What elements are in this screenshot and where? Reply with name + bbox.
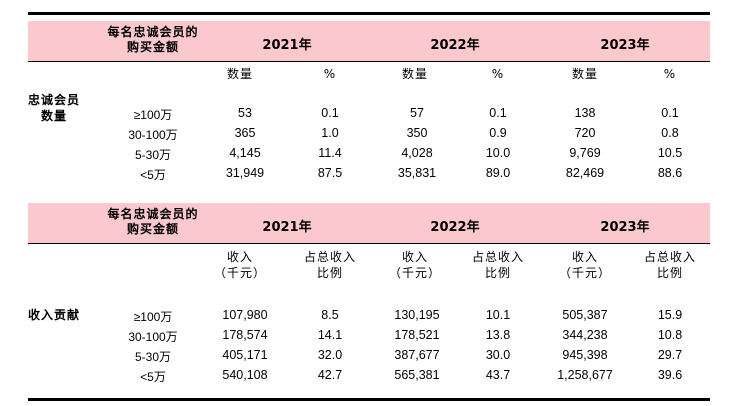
table-cell: 57 bbox=[410, 106, 424, 120]
col-subheader: 收入 （千元） bbox=[388, 250, 441, 280]
top-rule bbox=[28, 12, 710, 15]
table-cell: 540,108 bbox=[222, 368, 268, 382]
table-cell: 365 bbox=[234, 126, 256, 140]
table-cell: 4,145 bbox=[229, 146, 261, 160]
table-cell: 344,238 bbox=[562, 328, 608, 342]
table-cell: 387,677 bbox=[394, 348, 440, 362]
table-cell: 43.7 bbox=[485, 368, 511, 382]
table-cell: 89.0 bbox=[485, 166, 511, 180]
table-cell: 14.1 bbox=[317, 328, 343, 342]
table-cell: 15.9 bbox=[657, 308, 683, 322]
row-label: ≥100万 bbox=[133, 108, 173, 122]
table-cell: 1.0 bbox=[321, 126, 339, 140]
table-cell: 0.1 bbox=[321, 106, 339, 120]
table-cell: 10.0 bbox=[485, 146, 511, 160]
row-label: <5万 bbox=[140, 370, 166, 384]
table-cell: 0.8 bbox=[661, 126, 679, 140]
col-subheader: 收入 （千元） bbox=[558, 250, 611, 280]
table-cell: 10.5 bbox=[657, 146, 683, 160]
row-label: 5-30万 bbox=[134, 350, 172, 364]
col-subheader: 数量 bbox=[226, 67, 253, 81]
table-cell: 107,980 bbox=[222, 308, 268, 322]
table-cell: 178,521 bbox=[394, 328, 440, 342]
table-cell: 8.5 bbox=[321, 308, 339, 322]
row-label: 30-100万 bbox=[128, 128, 178, 142]
table-cell: 87.5 bbox=[317, 166, 343, 180]
table-cell: 9,769 bbox=[569, 146, 601, 160]
row-label: 5-30万 bbox=[134, 148, 172, 162]
col-subheader: 数量 bbox=[401, 67, 428, 81]
col-subheader: 占总收入 比例 bbox=[303, 250, 356, 280]
row-label: 30-100万 bbox=[128, 330, 178, 344]
row-label: ≥100万 bbox=[133, 310, 173, 324]
table-cell: 13.8 bbox=[485, 328, 511, 342]
table-cell: 350 bbox=[406, 126, 428, 140]
table-cell: 11.4 bbox=[318, 146, 342, 160]
table-cell: 29.7 bbox=[657, 348, 683, 362]
header-label: 每名忠诚会员的 购买金额 bbox=[107, 25, 199, 54]
col-subheader: 占总收入 比例 bbox=[471, 250, 524, 280]
table-cell: 565,381 bbox=[394, 368, 440, 382]
year-header: 2021年 bbox=[262, 38, 312, 53]
table-cell: 138 bbox=[574, 106, 596, 120]
table-cell: 88.6 bbox=[657, 166, 683, 180]
col-subheader: % bbox=[663, 67, 677, 81]
table-cell: 31,949 bbox=[225, 166, 265, 180]
row-label: <5万 bbox=[140, 168, 166, 182]
table-cell: 53 bbox=[238, 106, 252, 120]
year-header: 2023年 bbox=[600, 38, 650, 53]
table-cell: 4,028 bbox=[401, 146, 433, 160]
table-cell: 0.1 bbox=[661, 106, 679, 120]
side-label: 收入贡献 bbox=[27, 308, 80, 322]
table-cell: 505,387 bbox=[562, 308, 608, 322]
year-header: 2021年 bbox=[262, 220, 312, 235]
header-band bbox=[28, 203, 710, 244]
table-cell: 82,469 bbox=[565, 166, 605, 180]
table-cell: 0.9 bbox=[489, 126, 507, 140]
year-header: 2023年 bbox=[600, 220, 650, 235]
table-cell: 39.6 bbox=[657, 368, 683, 382]
col-subheader: 数量 bbox=[571, 67, 598, 81]
year-header: 2022年 bbox=[430, 220, 480, 235]
table-cell: 10.8 bbox=[657, 328, 683, 342]
table-cell: 10.1 bbox=[485, 308, 511, 322]
table-cell: 945,398 bbox=[562, 348, 608, 362]
table-cell: 720 bbox=[574, 126, 596, 140]
bottom-rule bbox=[28, 398, 710, 401]
table-cell: 178,574 bbox=[222, 328, 268, 342]
col-subheader: % bbox=[491, 67, 505, 81]
table-cell: 130,195 bbox=[394, 308, 440, 322]
table-cell: 42.7 bbox=[317, 368, 343, 382]
header-label: 每名忠诚会员的 购买金额 bbox=[107, 207, 199, 236]
table-cell: 405,171 bbox=[222, 348, 268, 362]
table-cell: 0.1 bbox=[489, 106, 507, 120]
table-cell: 35,831 bbox=[397, 166, 437, 180]
table-cell: 32.0 bbox=[317, 348, 343, 362]
year-header: 2022年 bbox=[430, 38, 480, 53]
header-band bbox=[28, 21, 710, 62]
side-label: 忠诚会员 数量 bbox=[27, 93, 80, 123]
col-subheader: % bbox=[323, 67, 337, 81]
col-subheader: 占总收入 比例 bbox=[643, 250, 696, 280]
table-cell: 30.0 bbox=[485, 348, 511, 362]
table-cell: 1,258,677 bbox=[557, 368, 613, 382]
col-subheader: 收入 （千元） bbox=[213, 250, 266, 280]
